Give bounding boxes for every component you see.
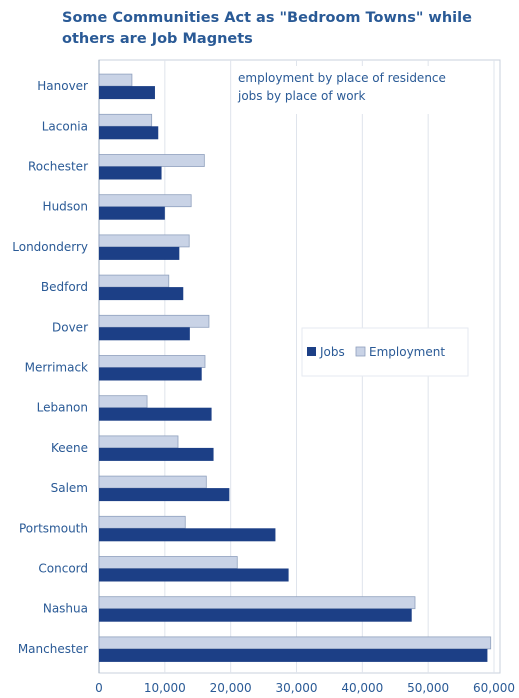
legend-box bbox=[301, 327, 469, 377]
chart-title-line-1: Some Communities Act as "Bedroom Towns" … bbox=[62, 10, 472, 26]
bar-employment bbox=[98, 475, 207, 489]
legend: Jobs Employment bbox=[301, 327, 469, 377]
bar-jobs bbox=[99, 648, 488, 662]
category-label: Londonderry bbox=[12, 240, 88, 254]
bar-jobs bbox=[99, 287, 184, 301]
bar-employment bbox=[98, 395, 148, 409]
x-tick-label: 10,000 bbox=[144, 681, 186, 695]
x-tick-labels: 0 10,000 20,000 30,000 40,000 50,000 60,000 bbox=[95, 681, 515, 695]
bar-employment bbox=[98, 435, 179, 449]
annotation-jobs: jobs by place of work bbox=[237, 89, 365, 103]
chart-title: Some Communities Act as "Bedroom Towns" … bbox=[62, 8, 502, 50]
bar-jobs bbox=[99, 488, 230, 502]
bar-jobs bbox=[99, 126, 159, 140]
category-label: Portsmouth bbox=[19, 521, 88, 535]
bar-jobs bbox=[99, 206, 165, 220]
bars bbox=[98, 73, 492, 662]
category-label: Manchester bbox=[18, 642, 88, 656]
bar-jobs bbox=[99, 166, 162, 180]
bar-jobs bbox=[99, 246, 180, 260]
bar-jobs bbox=[99, 367, 202, 381]
category-label: Hudson bbox=[43, 200, 88, 214]
category-labels: Hanover Laconia Rochester Hudson Londonderry… bbox=[12, 79, 88, 656]
legend-label-jobs: Jobs bbox=[319, 345, 345, 359]
category-label: Hanover bbox=[37, 79, 88, 93]
bar-employment bbox=[98, 636, 492, 650]
category-label: Keene bbox=[51, 441, 88, 455]
category-label: Salem bbox=[51, 481, 88, 495]
category-label: Bedford bbox=[41, 280, 88, 294]
category-label: Rochester bbox=[28, 160, 88, 174]
bar-jobs bbox=[99, 528, 276, 542]
category-label: Nashua bbox=[43, 602, 88, 616]
bar-jobs bbox=[99, 86, 155, 100]
bar-jobs bbox=[99, 568, 289, 582]
bar-employment bbox=[98, 556, 238, 569]
category-label: Merrimack bbox=[25, 361, 88, 375]
annotation-employment: employment by place of residence bbox=[238, 71, 446, 85]
bar-employment bbox=[98, 596, 416, 610]
category-label: Dover bbox=[52, 320, 88, 334]
bar-employment bbox=[98, 515, 186, 529]
annotation-box: employment by place of residence jobs by… bbox=[232, 66, 490, 114]
category-label: Laconia bbox=[42, 119, 88, 133]
category-label: Lebanon bbox=[37, 401, 88, 415]
legend-swatch-jobs bbox=[307, 347, 316, 356]
bar-jobs bbox=[99, 608, 412, 622]
bar-employment bbox=[98, 274, 170, 288]
chart-title-line-2: others are Job Magnets bbox=[62, 31, 253, 47]
bar-employment bbox=[98, 234, 190, 248]
category-label: Concord bbox=[38, 562, 88, 576]
bar-jobs bbox=[99, 407, 212, 421]
legend-label-employment: Employment bbox=[369, 345, 445, 359]
bar-employment bbox=[98, 355, 206, 368]
bar-employment bbox=[98, 314, 210, 328]
x-tick-label: 30,000 bbox=[276, 681, 318, 695]
legend-swatch-employment bbox=[355, 346, 366, 357]
x-tick-label: 60,000 bbox=[473, 681, 515, 695]
bar-employment bbox=[98, 194, 192, 208]
bar-jobs bbox=[99, 327, 190, 341]
x-tick-label: 0 bbox=[95, 681, 103, 695]
bar-employment bbox=[98, 113, 153, 127]
x-tick-label: 40,000 bbox=[341, 681, 383, 695]
x-tick-label: 50,000 bbox=[407, 681, 449, 695]
bar-jobs bbox=[99, 447, 214, 461]
bar-employment bbox=[98, 154, 205, 167]
annotation-background bbox=[232, 66, 490, 114]
x-tick-label: 20,000 bbox=[210, 681, 252, 695]
bar-employment bbox=[98, 73, 133, 87]
